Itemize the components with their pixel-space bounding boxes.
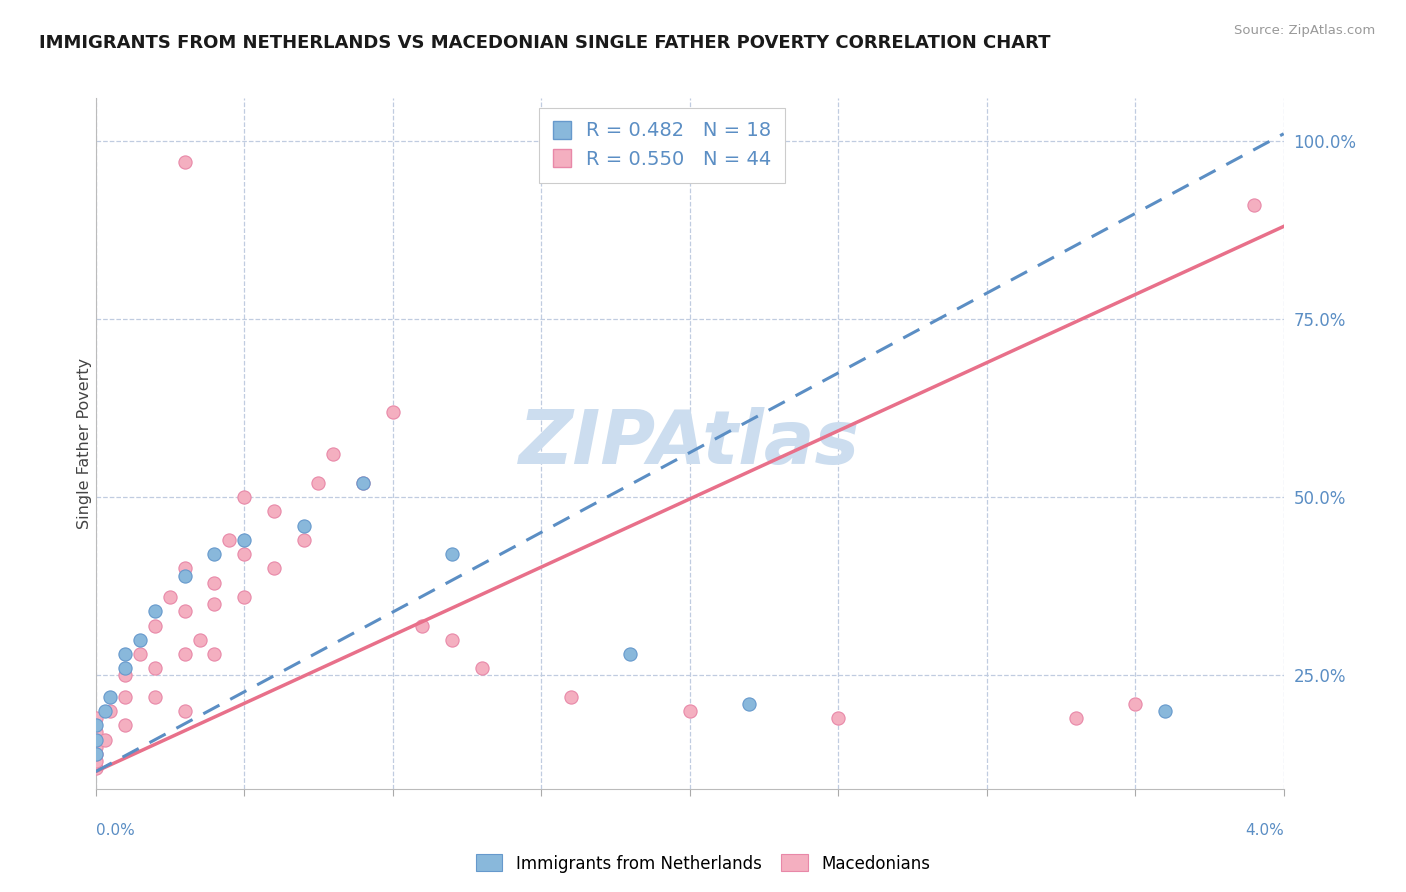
Point <box>100 704 122 718</box>
Point <box>84 711 107 725</box>
Text: IMMIGRANTS FROM NETHERLANDS VS MACEDONIAN SINGLE FATHER POVERTY CORRELATION CHAR: IMMIGRANTS FROM NETHERLANDS VS MACEDONIA… <box>39 34 1050 52</box>
Point <box>84 754 107 768</box>
Point <box>560 690 582 704</box>
Point <box>441 547 464 561</box>
Point <box>263 504 285 518</box>
Point <box>114 647 136 661</box>
Point <box>100 690 122 704</box>
Point <box>173 704 195 718</box>
Point <box>307 475 329 490</box>
Point <box>84 747 107 761</box>
Text: ZIPAtlas: ZIPAtlas <box>519 408 860 480</box>
Point <box>233 490 256 504</box>
Y-axis label: Single Father Poverty: Single Father Poverty <box>77 359 91 529</box>
Text: Source: ZipAtlas.com: Source: ZipAtlas.com <box>1234 24 1375 37</box>
Point <box>84 747 107 761</box>
Point <box>143 618 166 632</box>
Point <box>114 718 136 732</box>
Point <box>173 604 195 618</box>
Point <box>292 533 315 547</box>
Point <box>411 618 433 632</box>
Point <box>381 405 404 419</box>
Point <box>738 697 761 711</box>
Point <box>84 761 107 775</box>
Point <box>233 590 256 604</box>
Point <box>1123 697 1146 711</box>
Point <box>233 533 256 547</box>
Point <box>114 668 136 682</box>
Point <box>84 739 107 754</box>
Point <box>352 475 374 490</box>
Point <box>204 647 226 661</box>
Point <box>441 632 464 647</box>
Point <box>114 690 136 704</box>
Point <box>143 604 166 618</box>
Point <box>1154 704 1177 718</box>
Point <box>143 690 166 704</box>
Point <box>204 547 226 561</box>
Point <box>93 732 115 747</box>
Point <box>471 661 494 675</box>
Point <box>173 647 195 661</box>
Point <box>84 732 107 747</box>
Point <box>143 661 166 675</box>
Point <box>263 561 285 575</box>
Point <box>1243 198 1265 212</box>
Point <box>218 533 240 547</box>
Point <box>827 711 849 725</box>
Point <box>352 475 374 490</box>
Point <box>159 590 181 604</box>
Point <box>173 561 195 575</box>
Legend: R = 0.482   N = 18, R = 0.550   N = 44: R = 0.482 N = 18, R = 0.550 N = 44 <box>538 108 785 183</box>
Point <box>1064 711 1087 725</box>
Text: 0.0%: 0.0% <box>96 823 135 838</box>
Point <box>292 518 315 533</box>
Point <box>129 632 152 647</box>
Point <box>93 704 115 718</box>
Point <box>173 155 195 169</box>
Point <box>84 725 107 739</box>
Point <box>204 575 226 590</box>
Point <box>114 661 136 675</box>
Point <box>129 647 152 661</box>
Point <box>84 718 107 732</box>
Point <box>322 447 344 461</box>
Point <box>679 704 702 718</box>
Point <box>188 632 211 647</box>
Point <box>204 597 226 611</box>
Point <box>619 647 641 661</box>
Point <box>233 547 256 561</box>
Legend: Immigrants from Netherlands, Macedonians: Immigrants from Netherlands, Macedonians <box>468 847 938 880</box>
Point <box>173 568 195 582</box>
Text: 4.0%: 4.0% <box>1244 823 1284 838</box>
